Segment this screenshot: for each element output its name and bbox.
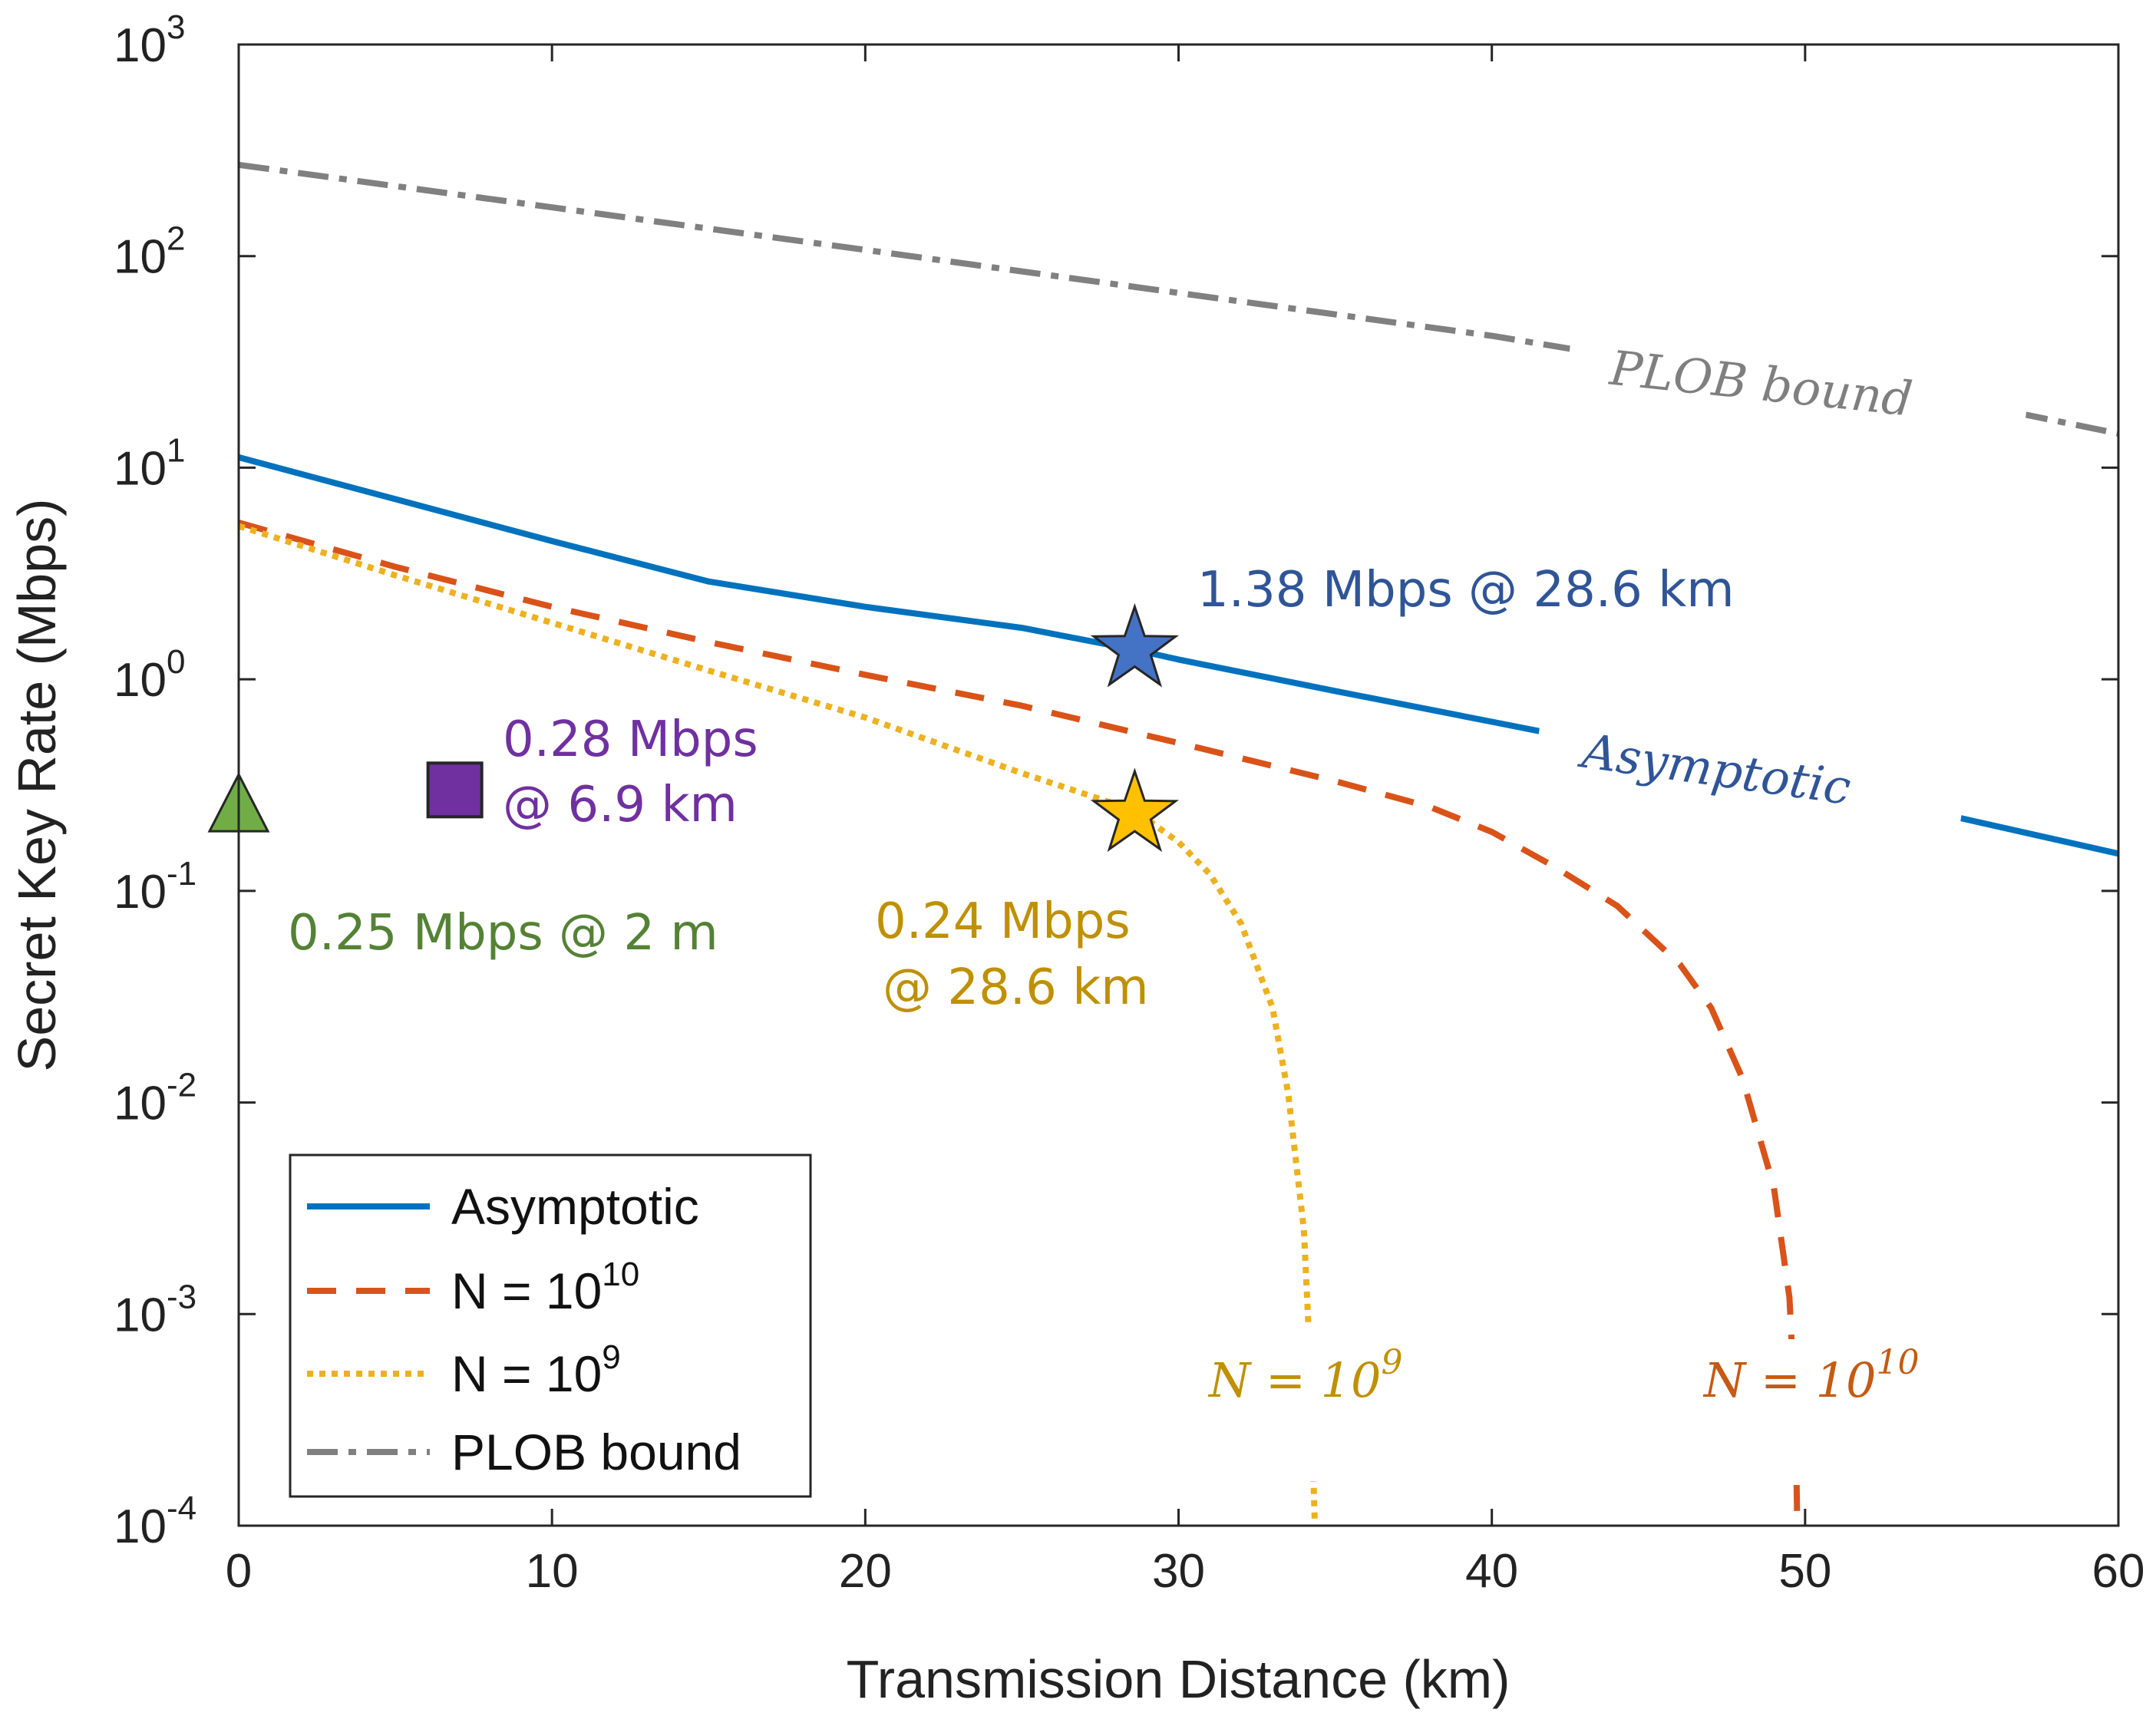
point-marker-asym-star	[1090, 602, 1180, 688]
n10-curve-label-sup: 10	[1877, 1343, 1920, 1382]
series-line-n1e9	[237, 523, 1319, 1526]
y-tick-label-base: 10	[114, 19, 167, 72]
y-tick-label-base: 10	[114, 442, 167, 495]
y-tick-label-base: 10	[114, 654, 167, 707]
y-tick-label: 100	[114, 643, 185, 707]
y-tick-label-exp: 0	[167, 643, 185, 681]
legend-box	[289, 1153, 812, 1498]
legend-label-n1e9-base: N = 10	[451, 1345, 602, 1402]
y-axis-label: Secret Key Rate (Mbps)	[7, 499, 67, 1072]
y-tick-label: 103	[114, 8, 185, 72]
y-tick-label-exp: -2	[167, 1067, 196, 1104]
legend-label-n1e10: N = 1010	[451, 1256, 639, 1319]
plob-curve-label-bg	[1561, 315, 2032, 478]
legend: Asymptotic N = 1010 N = 109 PLOB bound	[289, 1153, 812, 1498]
plob-curve-label-group: PLOB bound	[1561, 315, 2032, 478]
y-tick-label-exp: -4	[167, 1490, 196, 1527]
y-tick-label-exp: -3	[167, 1278, 196, 1315]
asymptotic-curve-label-bg	[1530, 684, 1972, 851]
y-tick-label-exp: 2	[167, 220, 185, 258]
y-tick-label-exp: -1	[167, 855, 196, 893]
n10-curve-label-base: N = 10	[1702, 1352, 1877, 1408]
square-annotation-line2: @ 6.9 km	[503, 777, 738, 833]
y-tick-label: 101	[114, 431, 185, 495]
y-tick-label-base: 10	[114, 866, 167, 919]
x-tick-label: 20	[839, 1545, 892, 1598]
n10-curve-label-bg	[1689, 1339, 1942, 1485]
n9-star-annotation-line1: 0.24 Mbps	[875, 893, 1131, 950]
legend-label-n1e10-base: N = 10	[451, 1262, 602, 1319]
y-tick-label: 10-3	[114, 1278, 196, 1341]
x-tick-label: 60	[2092, 1545, 2145, 1598]
x-tick-label: 0	[226, 1545, 252, 1598]
point-marker-square	[426, 761, 484, 819]
n10-curve-label-group: N = 1010	[1689, 1339, 1942, 1485]
y-tick-label: 10-2	[114, 1067, 196, 1130]
y-tick-label: 10-1	[114, 855, 196, 919]
triangle-annotation: 0.25 Mbps @ 2 m	[288, 905, 718, 962]
x-tick-label: 40	[1465, 1545, 1518, 1598]
ticks-layer: 0 10 20 30 40 50 6010-410-310-210-110010110210…	[114, 8, 2144, 1598]
series-line-n1e10	[237, 520, 1801, 1526]
legend-label-plob: PLOB bound	[451, 1424, 741, 1480]
x-tick-label: 50	[1778, 1545, 1831, 1598]
legend-label-n1e10-sup: 10	[602, 1256, 639, 1293]
square-annotation-line1: 0.28 Mbps	[503, 711, 758, 768]
x-tick-label: 10	[526, 1545, 579, 1598]
asymptotic-curve-label-group: Asymptotic	[1530, 684, 1972, 851]
y-tick-label-exp: 3	[167, 8, 185, 46]
n10-curve-label: N = 1010	[1702, 1343, 1920, 1408]
n9-curve-label-base: N = 10	[1207, 1352, 1382, 1408]
asym-star-annotation: 1.38 Mbps @ 28.6 km	[1197, 562, 1735, 619]
n9-curve-label-bg	[1194, 1324, 1439, 1481]
n9-star-annotation-line2: @ 28.6 km	[883, 959, 1149, 1016]
series-line-plob	[238, 161, 2119, 437]
y-tick-label-base: 10	[114, 1289, 167, 1341]
y-tick-label: 102	[114, 220, 185, 284]
y-tick-label-base: 10	[114, 1500, 167, 1553]
point-marker-n9-star	[1090, 767, 1180, 853]
y-tick-label: 10-4	[114, 1490, 196, 1553]
n9-curve-label-sup: 9	[1382, 1343, 1403, 1382]
y-tick-label-exp: 1	[167, 431, 185, 469]
legend-label-n1e9: N = 109	[451, 1338, 621, 1402]
y-tick-label-base: 10	[114, 231, 167, 284]
n9-curve-label: N = 109	[1207, 1343, 1403, 1408]
x-axis-label: Transmission Distance (km)	[847, 1649, 1511, 1709]
legend-label-n1e9-sup: 9	[602, 1338, 620, 1376]
n9-curve-label-group: N = 109	[1194, 1324, 1439, 1481]
y-tick-label-base: 10	[114, 1077, 167, 1130]
x-tick-label: 30	[1152, 1545, 1205, 1598]
legend-label-asymptotic: Asymptotic	[451, 1178, 699, 1235]
